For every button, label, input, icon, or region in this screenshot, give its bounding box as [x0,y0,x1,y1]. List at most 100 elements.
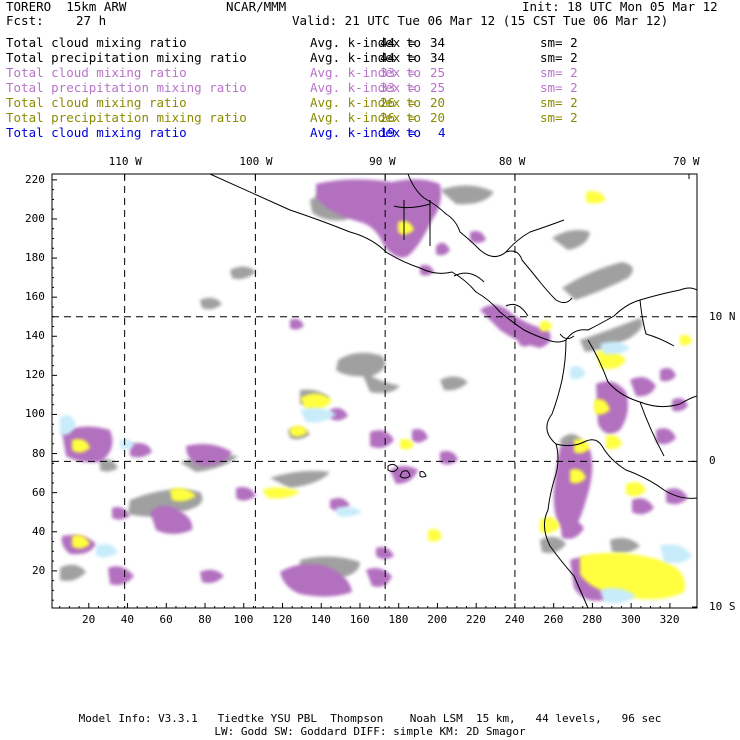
legend-from: 33 [380,80,396,95]
cloud-patch [630,377,656,397]
bottom-tick-label: 80 [198,613,212,626]
cloud-patch [580,318,643,352]
cloud-patch [440,185,494,205]
left-tick-label: 140 [25,329,45,343]
legend-row: Total cloud mixing ratio Avg. k-index = 19… [6,126,736,140]
center-title: NCAR/MMM [226,0,287,14]
lat-lon-grid [52,174,697,608]
legend-field: Total cloud mixing ratio [6,95,187,110]
legend-smoothing: sm= 2 [540,65,578,80]
cloud-patch [606,435,622,450]
cloud-patch [562,262,633,300]
coastlines [209,174,697,608]
legend-row: Total cloud mixing ratio Avg. k-index = 26… [6,96,736,110]
cloud-patch [336,506,362,517]
legend-smoothing: sm= 2 [540,35,578,50]
cloud-level-2-layer [61,179,688,601]
peru-brazil-border [639,401,665,457]
cloud-patch [540,320,552,332]
legend-smoothing: sm= 2 [540,110,578,125]
cloud-patch [60,415,76,435]
legend-stat: Avg. k-index = [310,95,416,110]
cloud-patch [60,564,86,581]
bottom-tick-label: 160 [349,613,370,626]
legend-smoothing: sm= 2 [540,80,578,95]
footer-model-info: Model Info: V3.3.1 Tiedtke YSU PBL Thomp… [78,712,662,725]
cloud-patch [300,393,332,411]
cloud-patch [200,297,222,310]
cloud-patch [300,407,336,423]
left-tick-label: 60 [32,485,46,499]
cloud-patch [262,487,300,499]
cloud-patch [600,341,630,355]
top-lon-label: 80 W [498,155,526,168]
bottom-tick-label: 140 [311,613,331,626]
bottom-tick-label: 200 [427,613,448,626]
cloud-patch [596,350,626,369]
left-tick-label: 160 [25,290,45,304]
cloud-patch [120,438,134,450]
legend-stat: Avg. k-index = [310,65,416,80]
right-lat-label: 0 [709,454,716,468]
cloud-patch [186,444,232,466]
cloud-patch [236,487,256,501]
cloud-patch [436,242,450,256]
cloud-patch [553,442,593,536]
cloud-patch [330,408,348,421]
legend-stat: Avg. k-index = [310,50,416,65]
cloud-patch [108,566,134,585]
cloud-patch [398,221,414,235]
cloud-patch [656,428,676,445]
ecuador-peru-border [555,439,697,499]
legend-field: Total precipitation mixing ratio [6,50,247,65]
bottom-tick-label: 320 [659,613,680,626]
left-tick-label: 200 [25,211,45,225]
top-lon-label: 90 W [369,155,396,168]
legend-to-label: to [406,35,422,50]
cloud-patch [672,398,688,412]
cloud-patch [660,368,676,382]
forecast-label: Fcst: [6,13,44,28]
bottom-tick-label: 20 [82,613,96,626]
legend-to-label: to [406,125,422,140]
cloud-patch [570,366,586,380]
bottom-tick-label: 60 [159,613,173,626]
legend-stat: Avg. k-index = [310,110,416,125]
cloud-patch [390,466,418,484]
cloud-patch [170,488,196,502]
cloud-patch [570,469,586,484]
cloud-patch [412,429,428,443]
bottom-tick-label: 100 [233,613,254,626]
legend-row: Total precipitation mixing ratio Avg. k-i… [6,51,736,65]
model-title: TORERO 15km ARW [6,0,127,14]
legend-from: 33 [380,65,396,80]
left-tick-label: 100 [25,407,45,421]
cloud-patch [470,231,486,243]
cloud-patch [428,529,442,542]
cloud-patch [600,588,636,604]
legend-from: 44 [380,50,396,65]
legend-to-label: to [406,95,422,110]
cloud-patch [112,507,130,520]
cloud-patch [540,536,566,553]
cloud-patch [400,438,414,450]
bottom-tick-label: 240 [504,613,525,626]
legend-stat: Avg. k-index = [310,125,416,140]
cloud-patch [420,264,434,276]
footer-physics-info: LW: Godd SW: Goddard DIFF: simple KM: 2D… [214,725,526,738]
cloud-patch [360,368,400,394]
venezuela-border [639,299,675,347]
bottom-tick-label: 180 [388,613,409,626]
right-lat-label: 10 S [709,600,736,613]
cloud-patch [72,535,90,549]
bottom-tick-label: 40 [120,613,134,626]
cloud-patch [594,399,610,415]
frame-ticks [52,174,697,608]
legend-field: Total cloud mixing ratio [6,35,187,50]
bottom-tick-label: 260 [543,613,564,626]
left-tick-label: 20 [32,563,46,577]
central-america-border-4 [505,303,529,317]
legend-smoothing: sm= 2 [540,50,578,65]
cloud-patch [200,569,224,584]
legend-to: 25 [430,65,446,80]
